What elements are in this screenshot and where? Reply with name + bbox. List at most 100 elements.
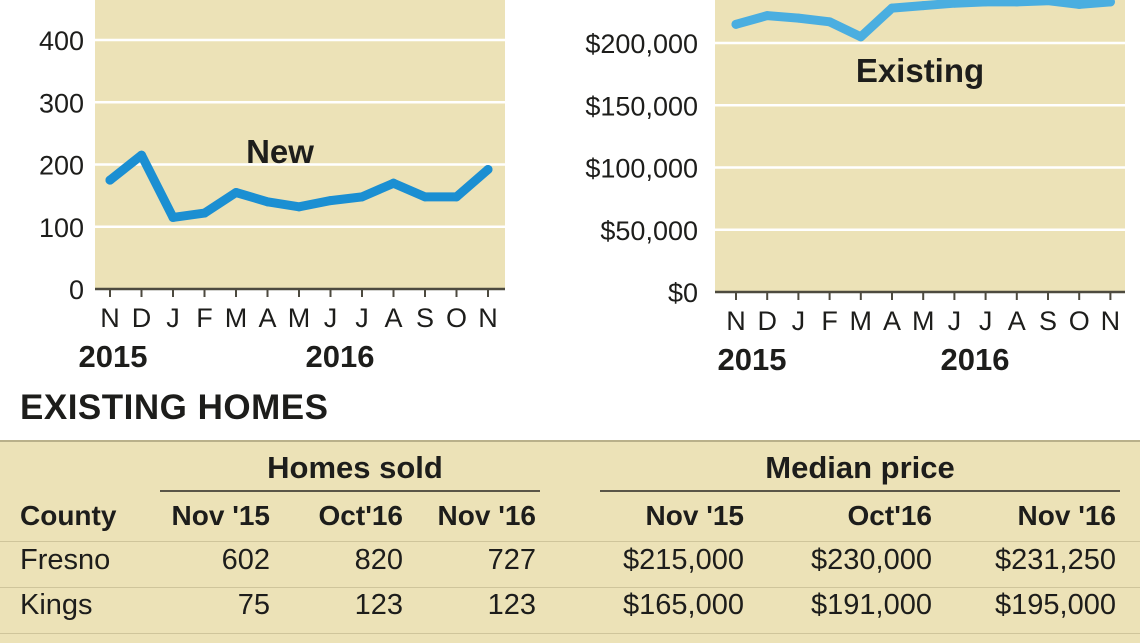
existing-data-point — [825, 17, 835, 27]
plot-background — [95, 0, 505, 289]
x-tick-label: F — [196, 303, 213, 333]
existing-data-point — [1074, 0, 1084, 9]
new-data-point — [357, 192, 367, 202]
x-tick-label: N — [1101, 306, 1121, 336]
y-tick-label: $150,000 — [585, 91, 698, 121]
x-tick-label: M — [912, 306, 935, 336]
year-label: 2015 — [718, 342, 787, 377]
y-tick-label: 100 — [39, 213, 84, 243]
new-data-point — [105, 175, 115, 185]
x-tick-label: M — [850, 306, 873, 336]
col-head-price-nov16: Nov '16 — [1017, 500, 1116, 531]
new-data-point — [263, 197, 272, 207]
x-tick-label: A — [384, 303, 402, 333]
existing-data-point — [949, 0, 959, 8]
existing-data-point — [731, 19, 741, 29]
existing-series-label: Existing — [856, 52, 984, 89]
cell-sold-nov16: 123 — [487, 589, 536, 621]
col-head-sold-nov15: Nov '15 — [171, 500, 270, 531]
year-label: 2016 — [941, 342, 1010, 377]
x-tick-label: M — [288, 303, 311, 333]
section-title: EXISTING HOMES — [20, 388, 329, 427]
x-tick-label: N — [478, 303, 498, 333]
x-tick-label: J — [979, 306, 993, 336]
new-data-point — [389, 178, 398, 188]
x-tick-label: A — [1008, 306, 1026, 336]
x-tick-label: N — [100, 303, 120, 333]
group-underline-homes-sold — [160, 490, 540, 492]
existing-data-point — [793, 13, 803, 23]
x-tick-label: D — [757, 306, 777, 336]
x-tick-label: J — [355, 303, 369, 333]
table-row-kings: Kings 75 123 123 $165,000 $191,000 $195,… — [0, 589, 1140, 633]
x-tick-label: O — [446, 303, 467, 333]
cell-price-nov16: $195,000 — [995, 589, 1116, 621]
existing-data-point — [887, 3, 897, 13]
new-series-label: New — [246, 133, 314, 170]
x-tick-label: J — [948, 306, 962, 336]
y-tick-label: $0 — [668, 278, 698, 308]
cell-sold-nov15: 602 — [221, 544, 270, 576]
x-tick-label: J — [792, 306, 806, 336]
y-tick-label: $50,000 — [600, 216, 698, 246]
header-separator — [0, 541, 1140, 542]
y-tick-label: 0 — [69, 275, 84, 305]
cell-price-nov16: $231,250 — [995, 544, 1116, 576]
cell-price-oct16: $230,000 — [811, 544, 932, 576]
existing-data-point — [1105, 0, 1115, 7]
x-tick-label: J — [324, 303, 338, 333]
x-tick-label: O — [1069, 306, 1090, 336]
cell-sold-nov16: 727 — [487, 544, 536, 576]
y-tick-label: $100,000 — [585, 154, 698, 184]
new-data-point — [168, 212, 178, 222]
cell-sold-nov15: 75 — [237, 589, 270, 621]
cell-county: Kings — [20, 589, 93, 621]
y-tick-label: 300 — [39, 88, 84, 118]
col-head-county: County — [20, 500, 117, 531]
year-label: 2016 — [306, 339, 375, 374]
col-head-price-oct16: Oct'16 — [847, 500, 932, 531]
x-tick-label: F — [821, 306, 838, 336]
x-tick-label: A — [258, 303, 276, 333]
new-data-point — [483, 164, 493, 174]
new-data-point — [200, 208, 209, 218]
row-separator — [0, 633, 1140, 634]
cell-price-nov15: $215,000 — [623, 544, 744, 576]
y-tick-label: $200,000 — [585, 29, 698, 59]
new-data-point — [326, 196, 335, 206]
col-head-sold-oct16: Oct'16 — [318, 500, 403, 531]
group-header-homes-sold: Homes sold — [267, 450, 443, 485]
x-tick-label: S — [1039, 306, 1057, 336]
new-data-point — [420, 192, 430, 202]
existing-data-point — [1043, 0, 1053, 6]
y-tick-label: 200 — [39, 151, 84, 181]
y-tick-label: 400 — [39, 26, 84, 56]
cell-county: Fresno — [20, 544, 111, 576]
cell-sold-oct16: 123 — [354, 589, 403, 621]
existing-data-point — [762, 11, 772, 21]
table-row-fresno: Fresno 602 820 727 $215,000 $230,000 $23… — [0, 544, 1140, 588]
x-tick-label: N — [726, 306, 746, 336]
x-tick-label: J — [166, 303, 180, 333]
new-data-point — [452, 192, 461, 202]
row-separator — [0, 587, 1140, 588]
plot-background — [715, 0, 1125, 292]
year-label: 2015 — [79, 339, 148, 374]
x-tick-label: A — [883, 306, 901, 336]
x-tick-label: D — [132, 303, 152, 333]
col-head-sold-nov16: Nov '16 — [437, 500, 536, 531]
existing-data-point — [918, 1, 928, 11]
cell-price-nov15: $165,000 — [623, 589, 744, 621]
x-tick-label: M — [225, 303, 248, 333]
existing-data-point — [1012, 0, 1022, 7]
group-underline-median-price — [600, 490, 1120, 492]
x-tick-label: S — [416, 303, 434, 333]
cell-price-oct16: $191,000 — [811, 589, 932, 621]
col-head-price-nov15: Nov '15 — [645, 500, 744, 531]
group-header-median-price: Median price — [765, 450, 955, 485]
new-data-point — [294, 202, 304, 212]
new-data-point — [137, 150, 146, 160]
